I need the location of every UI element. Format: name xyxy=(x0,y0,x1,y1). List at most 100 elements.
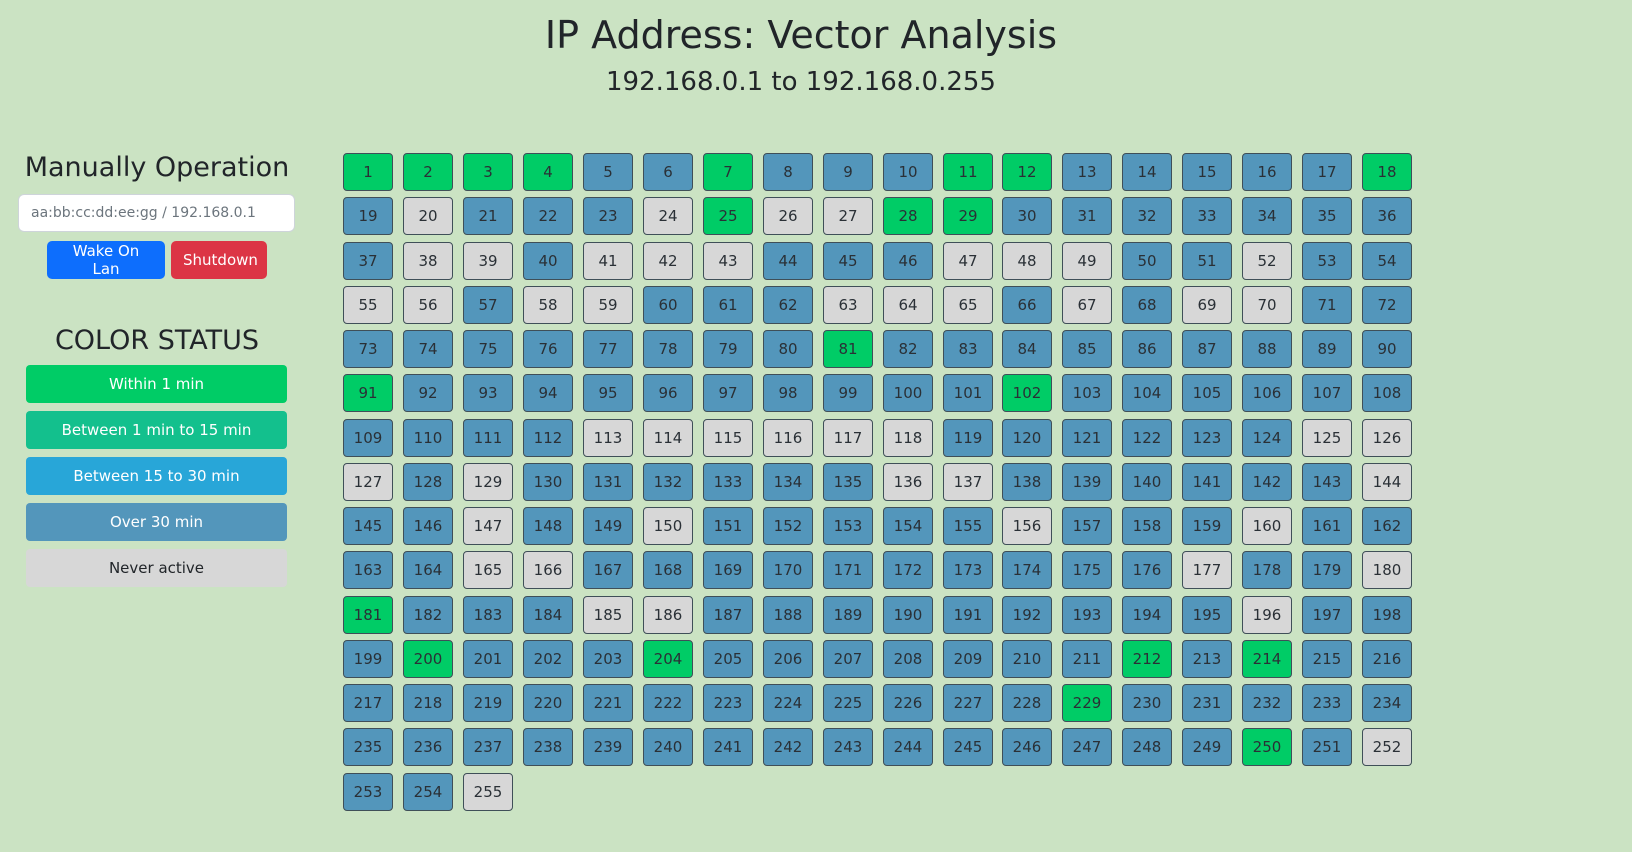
ip-host-cell-242[interactable]: 242 xyxy=(763,728,813,766)
ip-host-cell-18[interactable]: 18 xyxy=(1362,153,1412,191)
ip-host-cell-121[interactable]: 121 xyxy=(1062,419,1112,457)
ip-host-cell-179[interactable]: 179 xyxy=(1302,551,1352,589)
ip-host-cell-79[interactable]: 79 xyxy=(703,330,753,368)
ip-host-cell-231[interactable]: 231 xyxy=(1182,684,1232,722)
ip-host-cell-28[interactable]: 28 xyxy=(883,197,933,235)
ip-host-cell-58[interactable]: 58 xyxy=(523,286,573,324)
ip-host-cell-187[interactable]: 187 xyxy=(703,596,753,634)
ip-host-cell-186[interactable]: 186 xyxy=(643,596,693,634)
ip-host-cell-30[interactable]: 30 xyxy=(1002,197,1052,235)
ip-host-cell-68[interactable]: 68 xyxy=(1122,286,1172,324)
ip-host-cell-200[interactable]: 200 xyxy=(403,640,453,678)
ip-host-cell-176[interactable]: 176 xyxy=(1122,551,1172,589)
ip-host-cell-114[interactable]: 114 xyxy=(643,419,693,457)
ip-host-cell-119[interactable]: 119 xyxy=(943,419,993,457)
ip-host-cell-17[interactable]: 17 xyxy=(1302,153,1352,191)
ip-host-cell-98[interactable]: 98 xyxy=(763,374,813,412)
ip-host-cell-182[interactable]: 182 xyxy=(403,596,453,634)
ip-host-cell-128[interactable]: 128 xyxy=(403,463,453,501)
ip-host-cell-13[interactable]: 13 xyxy=(1062,153,1112,191)
ip-host-cell-198[interactable]: 198 xyxy=(1362,596,1412,634)
ip-host-cell-140[interactable]: 140 xyxy=(1122,463,1172,501)
ip-host-cell-87[interactable]: 87 xyxy=(1182,330,1232,368)
ip-host-cell-232[interactable]: 232 xyxy=(1242,684,1292,722)
ip-host-cell-118[interactable]: 118 xyxy=(883,419,933,457)
ip-host-cell-41[interactable]: 41 xyxy=(583,242,633,280)
ip-host-cell-108[interactable]: 108 xyxy=(1362,374,1412,412)
ip-host-cell-246[interactable]: 246 xyxy=(1002,728,1052,766)
ip-host-cell-225[interactable]: 225 xyxy=(823,684,873,722)
ip-host-cell-31[interactable]: 31 xyxy=(1062,197,1112,235)
ip-host-cell-175[interactable]: 175 xyxy=(1062,551,1112,589)
ip-host-cell-236[interactable]: 236 xyxy=(403,728,453,766)
ip-host-cell-67[interactable]: 67 xyxy=(1062,286,1112,324)
ip-host-cell-194[interactable]: 194 xyxy=(1122,596,1172,634)
ip-host-cell-107[interactable]: 107 xyxy=(1302,374,1352,412)
ip-host-cell-15[interactable]: 15 xyxy=(1182,153,1232,191)
ip-host-cell-54[interactable]: 54 xyxy=(1362,242,1412,280)
ip-host-cell-189[interactable]: 189 xyxy=(823,596,873,634)
ip-host-cell-172[interactable]: 172 xyxy=(883,551,933,589)
ip-host-cell-124[interactable]: 124 xyxy=(1242,419,1292,457)
ip-host-cell-77[interactable]: 77 xyxy=(583,330,633,368)
ip-host-cell-228[interactable]: 228 xyxy=(1002,684,1052,722)
ip-host-cell-136[interactable]: 136 xyxy=(883,463,933,501)
ip-host-cell-62[interactable]: 62 xyxy=(763,286,813,324)
ip-host-cell-190[interactable]: 190 xyxy=(883,596,933,634)
ip-host-cell-39[interactable]: 39 xyxy=(463,242,513,280)
ip-host-cell-209[interactable]: 209 xyxy=(943,640,993,678)
ip-host-cell-243[interactable]: 243 xyxy=(823,728,873,766)
ip-host-cell-142[interactable]: 142 xyxy=(1242,463,1292,501)
ip-host-cell-45[interactable]: 45 xyxy=(823,242,873,280)
ip-host-cell-234[interactable]: 234 xyxy=(1362,684,1412,722)
ip-host-cell-181[interactable]: 181 xyxy=(343,596,393,634)
ip-host-cell-10[interactable]: 10 xyxy=(883,153,933,191)
ip-host-cell-220[interactable]: 220 xyxy=(523,684,573,722)
ip-host-cell-250[interactable]: 250 xyxy=(1242,728,1292,766)
ip-host-cell-33[interactable]: 33 xyxy=(1182,197,1232,235)
ip-host-cell-221[interactable]: 221 xyxy=(583,684,633,722)
ip-host-cell-23[interactable]: 23 xyxy=(583,197,633,235)
ip-host-cell-8[interactable]: 8 xyxy=(763,153,813,191)
ip-host-cell-150[interactable]: 150 xyxy=(643,507,693,545)
ip-host-cell-75[interactable]: 75 xyxy=(463,330,513,368)
ip-host-cell-55[interactable]: 55 xyxy=(343,286,393,324)
ip-host-cell-117[interactable]: 117 xyxy=(823,419,873,457)
ip-host-cell-64[interactable]: 64 xyxy=(883,286,933,324)
ip-host-cell-46[interactable]: 46 xyxy=(883,242,933,280)
ip-host-cell-207[interactable]: 207 xyxy=(823,640,873,678)
ip-host-cell-110[interactable]: 110 xyxy=(403,419,453,457)
ip-host-cell-12[interactable]: 12 xyxy=(1002,153,1052,191)
ip-host-cell-247[interactable]: 247 xyxy=(1062,728,1112,766)
ip-host-cell-16[interactable]: 16 xyxy=(1242,153,1292,191)
ip-host-cell-74[interactable]: 74 xyxy=(403,330,453,368)
ip-host-cell-88[interactable]: 88 xyxy=(1242,330,1292,368)
ip-host-cell-100[interactable]: 100 xyxy=(883,374,933,412)
ip-host-cell-204[interactable]: 204 xyxy=(643,640,693,678)
ip-host-cell-82[interactable]: 82 xyxy=(883,330,933,368)
ip-host-cell-123[interactable]: 123 xyxy=(1182,419,1232,457)
ip-host-cell-240[interactable]: 240 xyxy=(643,728,693,766)
ip-host-cell-2[interactable]: 2 xyxy=(403,153,453,191)
ip-host-cell-166[interactable]: 166 xyxy=(523,551,573,589)
ip-host-cell-222[interactable]: 222 xyxy=(643,684,693,722)
ip-host-cell-167[interactable]: 167 xyxy=(583,551,633,589)
ip-host-cell-11[interactable]: 11 xyxy=(943,153,993,191)
ip-host-cell-254[interactable]: 254 xyxy=(403,773,453,811)
ip-host-cell-185[interactable]: 185 xyxy=(583,596,633,634)
ip-host-cell-197[interactable]: 197 xyxy=(1302,596,1352,634)
ip-host-cell-138[interactable]: 138 xyxy=(1002,463,1052,501)
ip-host-cell-203[interactable]: 203 xyxy=(583,640,633,678)
ip-host-cell-42[interactable]: 42 xyxy=(643,242,693,280)
ip-host-cell-6[interactable]: 6 xyxy=(643,153,693,191)
ip-host-cell-165[interactable]: 165 xyxy=(463,551,513,589)
ip-host-cell-5[interactable]: 5 xyxy=(583,153,633,191)
ip-host-cell-37[interactable]: 37 xyxy=(343,242,393,280)
ip-host-cell-248[interactable]: 248 xyxy=(1122,728,1172,766)
ip-host-cell-193[interactable]: 193 xyxy=(1062,596,1112,634)
ip-host-cell-32[interactable]: 32 xyxy=(1122,197,1172,235)
ip-host-cell-148[interactable]: 148 xyxy=(523,507,573,545)
ip-host-cell-89[interactable]: 89 xyxy=(1302,330,1352,368)
ip-host-cell-56[interactable]: 56 xyxy=(403,286,453,324)
ip-host-cell-115[interactable]: 115 xyxy=(703,419,753,457)
